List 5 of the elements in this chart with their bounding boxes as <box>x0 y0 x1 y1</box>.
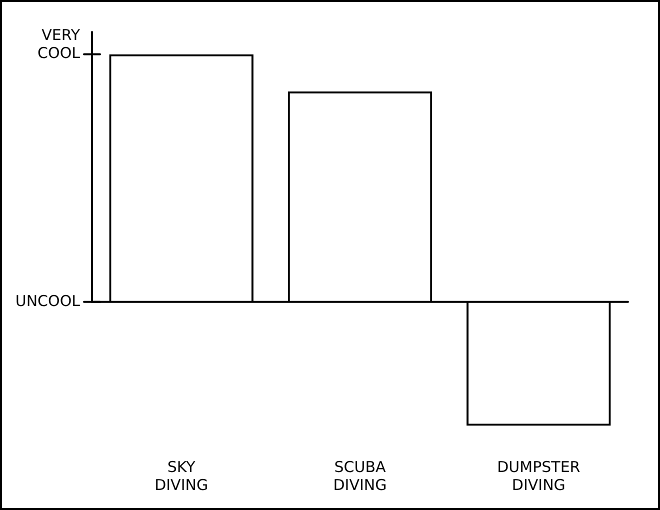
text: VERY COOL <box>38 26 81 62</box>
x-tick-label: SCUBA DIVING <box>333 458 387 494</box>
x-tick-label: DUMPSTER DIVING <box>497 458 580 494</box>
x-tick-label: SKY DIVING <box>154 458 208 494</box>
text: UNCOOL <box>15 292 81 310</box>
